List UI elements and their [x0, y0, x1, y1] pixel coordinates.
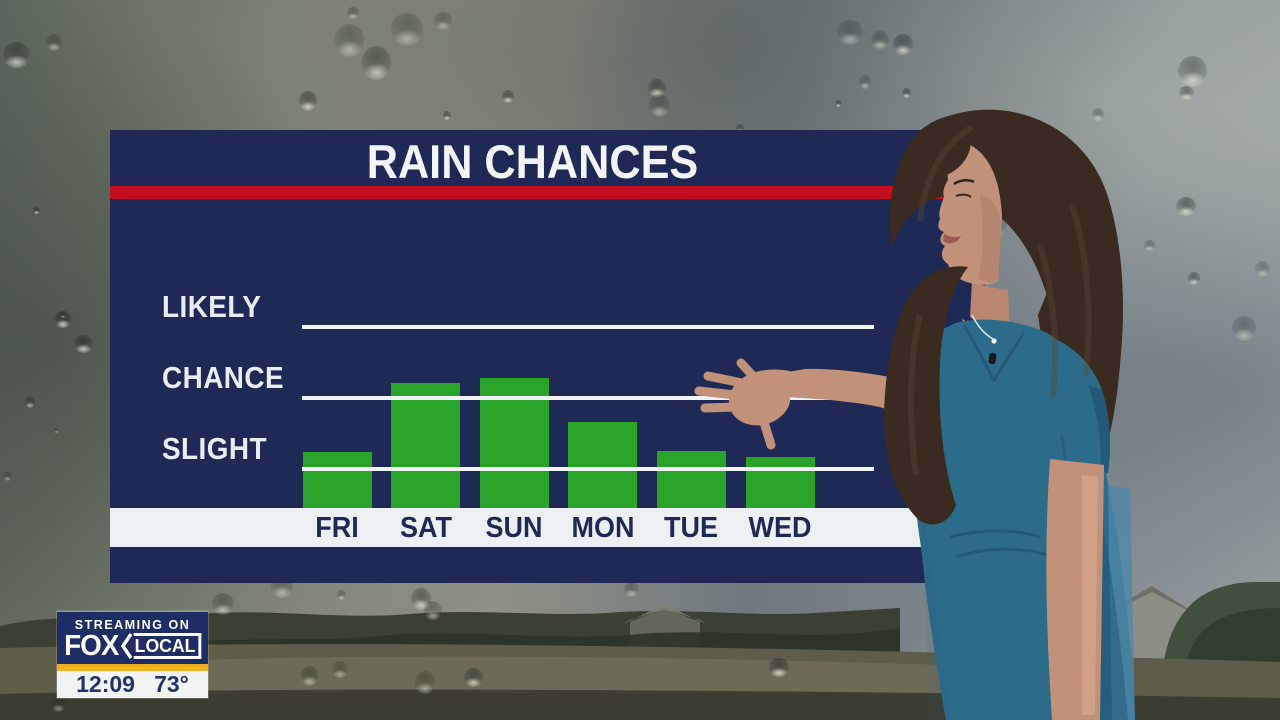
bar-wed: [745, 457, 815, 508]
raindrop: [336, 590, 347, 600]
bar-fri: [302, 452, 372, 508]
raindrop: [442, 111, 452, 121]
raindrop: [892, 33, 913, 56]
temperature: 73°: [154, 671, 189, 697]
raindrop: [55, 311, 71, 328]
left-sleeve-shade: [1088, 385, 1110, 473]
title-underline-stripe: [110, 186, 955, 199]
badge-time-temp-row: 12:09 73°: [57, 671, 208, 698]
raindrop: [502, 90, 514, 104]
level-line-chance: [302, 396, 874, 400]
lavalier-mic: [988, 352, 997, 365]
clock-time: 12:09: [76, 671, 135, 697]
raindrop: [54, 427, 60, 434]
raindrop: [361, 46, 392, 81]
necklace: [971, 314, 997, 365]
day-label-fri: FRI: [315, 512, 359, 544]
raindrop: [300, 666, 318, 686]
fox-wordmark: FOX: [63, 630, 119, 662]
presenter-front-hair: [884, 124, 1092, 525]
raindrop: [334, 24, 365, 58]
day-axis-strip: FRI SAT SUN MON TUE WED: [110, 508, 985, 547]
bar-mon: [568, 422, 638, 508]
raindrop: [858, 75, 872, 89]
eyebrow: [953, 179, 975, 186]
left-sleeve: [1022, 329, 1110, 479]
local-wordmark: LOCAL: [134, 633, 202, 659]
chart-title: RAIN CHANCES: [366, 135, 699, 188]
level-line-likely: [302, 325, 874, 329]
raindrop: [1143, 239, 1155, 252]
grass-field-light: [140, 656, 1100, 694]
raindrop: [835, 99, 843, 107]
bar-sat: [391, 383, 461, 508]
level-label-likely: LIKELY: [162, 289, 262, 324]
level-label-chance: CHANCE: [162, 360, 285, 395]
fox-local-badge: STREAMING ON FOX LOCAL 12:09 73°: [57, 611, 208, 698]
level-label-slight: SLIGHT: [162, 431, 268, 466]
raindrop: [32, 206, 40, 214]
level-line-slight: [302, 467, 874, 471]
raindrop: [415, 671, 436, 694]
raindrop: [212, 592, 234, 615]
fingers: [694, 358, 776, 450]
raindrop: [769, 657, 789, 678]
raindrop: [298, 90, 317, 111]
raindrop: [332, 661, 349, 679]
raindrop: [1254, 260, 1271, 278]
raindrop: [1179, 85, 1195, 101]
day-label-mon: MON: [571, 512, 635, 544]
raindrop: [346, 7, 359, 20]
rain-chances-panel: RAIN CHANCES SLIGHT CHANCE LIKELY FRI SAT SU…: [110, 130, 985, 583]
raindrop: [870, 30, 890, 50]
raindrop: [837, 20, 863, 46]
raindrop: [1188, 272, 1200, 286]
lips: [943, 234, 961, 244]
weather-presenter: [694, 109, 1135, 720]
day-label-sun: SUN: [485, 512, 543, 544]
day-label-sat: SAT: [399, 512, 452, 544]
eye: [955, 193, 972, 198]
raindrop: [1177, 56, 1207, 87]
raindrop: [2, 471, 13, 481]
day-label-tue: TUE: [664, 512, 719, 544]
bar-tue: [656, 450, 726, 508]
chevron-separator-icon: [121, 633, 133, 659]
streaming-on-label: STREAMING ON: [74, 617, 191, 632]
chart-plot-area: SLIGHT CHANCE LIKELY: [110, 130, 985, 583]
raindrop: [3, 41, 30, 69]
raindrop: [648, 79, 666, 97]
hair-highlights: [908, 124, 1092, 476]
raindrop: [74, 334, 93, 353]
presenter-face: [938, 143, 1002, 285]
raindrop: [623, 582, 639, 597]
raindrop: [24, 396, 36, 408]
day-label-wed: WED: [748, 512, 812, 544]
raindrop: [1231, 316, 1256, 341]
raindrop: [45, 34, 62, 52]
raindrop: [735, 123, 744, 133]
raindrop: [433, 11, 453, 31]
raindrop: [1091, 107, 1104, 122]
presenter-left-forearm: [1046, 459, 1104, 720]
raindrop: [901, 88, 911, 98]
raindrop: [649, 93, 670, 118]
raindrop: [391, 12, 423, 46]
raindrop: [51, 695, 67, 713]
raindrop: [411, 588, 431, 611]
raindrop: [463, 668, 483, 688]
badge-top: STREAMING ON FOX LOCAL: [57, 611, 208, 664]
gold-divider: [57, 664, 208, 671]
raindrop: [1176, 197, 1197, 217]
raindrop: [60, 312, 67, 319]
fox-local-logo: FOX LOCAL: [57, 630, 208, 662]
